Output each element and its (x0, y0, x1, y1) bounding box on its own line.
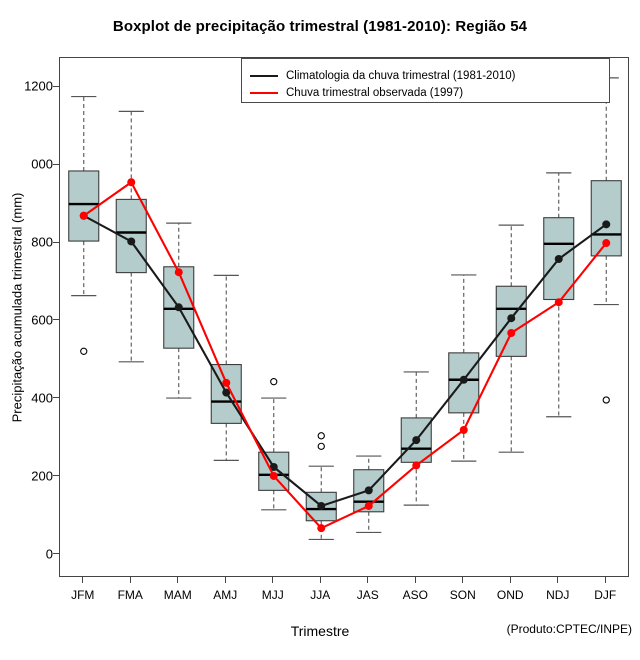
box-iqr (258, 451, 290, 491)
y-tick-label: 1200 (24, 78, 53, 94)
legend-entry: Chuva trimestral observada (1997) (250, 85, 463, 101)
boxplot-canvas (68, 77, 622, 541)
series-point (459, 375, 468, 384)
series-point (317, 501, 326, 510)
series-point (602, 239, 611, 248)
boxplot-ndj (543, 172, 575, 418)
series-point (269, 471, 278, 480)
y-tick-mark (53, 85, 59, 87)
series-point (602, 220, 611, 229)
x-tick-mark (367, 577, 369, 583)
x-tick-mark (272, 577, 274, 583)
x-tick-label-jja: JJA (310, 588, 331, 602)
y-tick-mark (53, 397, 59, 399)
y-tick-label: 200 (31, 468, 53, 484)
boxplot-fma (115, 110, 147, 363)
boxplot-jfm (68, 95, 100, 355)
x-tick-label-djf: DJF (594, 588, 617, 602)
y-tick-label: 000 (31, 156, 53, 172)
x-tick-mark (604, 577, 606, 583)
x-tick-mark (509, 577, 511, 583)
boxplot-amj (210, 274, 242, 461)
outlier-point (80, 347, 88, 355)
y-axis-tick-labels: 0 200 400 600 800 000 1200 (0, 0, 59, 660)
x-tick-mark (319, 577, 321, 583)
x-tick-mark (414, 577, 416, 583)
x-tick-label-son: SON (449, 588, 476, 602)
plot-area (59, 57, 629, 577)
series-point (554, 298, 563, 307)
x-tick-mark (177, 577, 179, 583)
x-tick-label-ond: OND (496, 588, 524, 602)
series-point (317, 524, 326, 533)
y-tick-mark (53, 163, 59, 165)
chart-legend: Climatologia da chuva trimestral (1981-2… (241, 58, 610, 103)
outlier-point (317, 442, 325, 450)
series-point (412, 461, 421, 470)
y-tick-label: 600 (31, 312, 53, 328)
x-tick-mark (557, 577, 559, 583)
x-tick-label-jfm: JFM (71, 588, 95, 602)
series-point (127, 237, 136, 246)
series-line (83, 180, 608, 530)
series-observed (79, 178, 611, 533)
legend-entry: Climatologia da chuva trimestral (1981-2… (250, 68, 515, 84)
x-tick-label-jas: JAS (356, 588, 379, 602)
series-point (222, 388, 231, 397)
legend-line-swatch (250, 75, 278, 77)
outlier-point (602, 396, 610, 404)
outlier-point (317, 432, 325, 440)
boxplot-ond (495, 224, 527, 453)
series-climatology (79, 211, 611, 510)
series-line (83, 214, 607, 508)
series-point (364, 501, 373, 510)
x-tick-label-mjj: MJJ (261, 588, 284, 602)
legend-label: Chuva trimestral observada (1997) (286, 87, 464, 99)
x-tick-mark (462, 577, 464, 583)
legend-label: Climatologia da chuva trimestral (1981-2… (286, 70, 516, 82)
y-tick-mark (53, 553, 59, 555)
x-tick-label-ndj: NDJ (546, 588, 570, 602)
series-point (174, 303, 183, 312)
series-point (412, 436, 421, 445)
y-tick-mark (53, 241, 59, 243)
x-tick-mark (224, 577, 226, 583)
x-axis-title: Trimestre (290, 623, 350, 639)
y-tick-label: 400 (31, 390, 53, 406)
series-point (459, 425, 468, 434)
series-point (507, 328, 516, 337)
x-tick-mark (129, 577, 131, 583)
y-tick-label: 0 (45, 546, 53, 562)
x-tick-label-fma: FMA (117, 588, 143, 602)
x-tick-label-mam: MAM (163, 588, 192, 602)
y-tick-mark (53, 475, 59, 477)
y-tick-label: 800 (31, 234, 53, 250)
box-iqr (115, 198, 147, 274)
outlier-point (270, 378, 278, 386)
x-tick-mark (82, 577, 84, 583)
chart-title: Boxplot de precipitação trimestral (1981… (112, 18, 528, 35)
product-credit: (Produto:CPTEC/INPE) (506, 622, 632, 636)
boxplot-mjj (258, 378, 290, 511)
box-iqr (68, 170, 100, 242)
series-point (79, 211, 88, 220)
x-tick-label-aso: ASO (402, 588, 428, 602)
series-point (364, 486, 373, 495)
y-axis-title: Precipitação acumulada trimestral (mm) (9, 192, 25, 423)
series-point (222, 378, 231, 387)
legend-line-swatch (250, 92, 278, 94)
series-point (507, 314, 516, 323)
series-point (269, 462, 278, 471)
series-point (127, 178, 136, 187)
series-point (554, 254, 563, 263)
y-tick-mark (53, 319, 59, 321)
x-tick-label-amj: AMJ (213, 588, 238, 602)
series-point (174, 268, 183, 277)
